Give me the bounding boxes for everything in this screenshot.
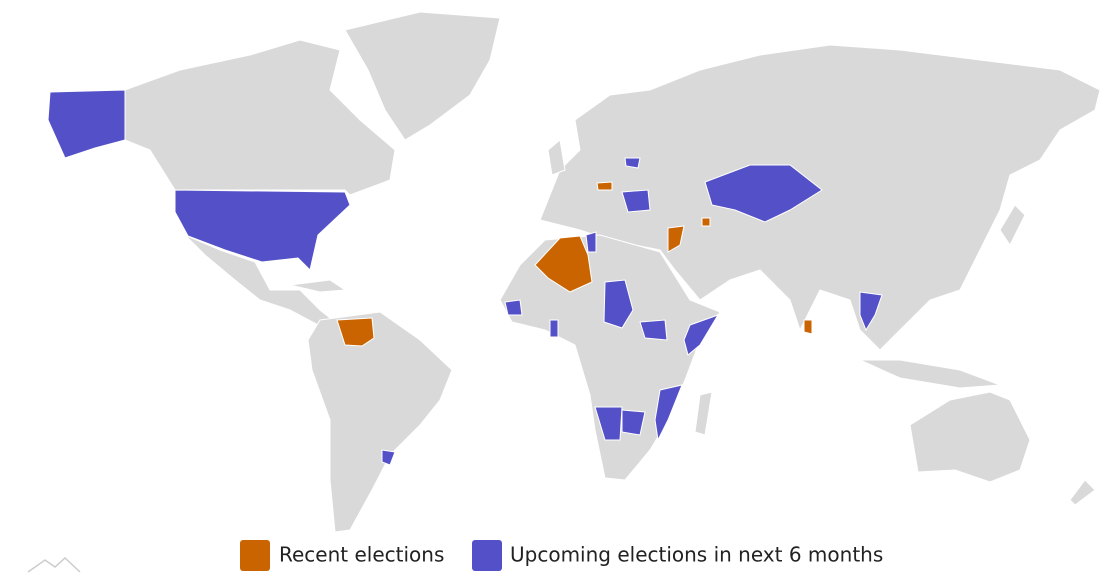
australia xyxy=(909,391,1031,483)
legend-label[interactable]: Recent elections xyxy=(279,543,444,567)
somalia xyxy=(683,314,720,356)
caribbean xyxy=(289,279,347,293)
romania xyxy=(621,189,651,213)
usa xyxy=(174,189,351,271)
botswana xyxy=(621,409,646,436)
japan xyxy=(999,204,1026,246)
madagascar xyxy=(694,391,713,436)
canada xyxy=(124,39,396,196)
south-sudan xyxy=(639,319,668,341)
britain xyxy=(547,139,566,176)
legend-swatch[interactable] xyxy=(240,540,270,571)
algeria xyxy=(534,235,593,293)
legend-label[interactable]: Upcoming elections in next 6 months xyxy=(510,543,883,567)
south-america xyxy=(307,311,453,533)
greenland xyxy=(344,11,501,141)
indonesia xyxy=(859,359,1001,389)
senegal xyxy=(504,299,523,316)
legend-swatch[interactable] xyxy=(472,540,502,571)
venezuela xyxy=(336,317,375,347)
legend: Recent elections Upcoming elections in n… xyxy=(240,540,883,571)
tunisia xyxy=(585,231,597,253)
namibia xyxy=(594,406,623,441)
uruguay xyxy=(381,449,396,466)
eurasia xyxy=(539,44,1101,351)
sri-lanka xyxy=(803,319,813,335)
czechia xyxy=(596,181,613,191)
armenia xyxy=(701,217,711,227)
syria xyxy=(667,225,685,253)
new-zealand xyxy=(1069,479,1096,506)
thailand xyxy=(859,291,883,332)
logo xyxy=(27,556,81,573)
land xyxy=(124,11,1101,533)
highlighted-countries xyxy=(47,89,883,466)
mozambique xyxy=(654,384,683,442)
lithuania xyxy=(624,157,641,169)
chad xyxy=(603,279,634,329)
kazakhstan xyxy=(704,164,823,223)
alaska xyxy=(47,89,126,159)
ghana xyxy=(549,319,559,338)
